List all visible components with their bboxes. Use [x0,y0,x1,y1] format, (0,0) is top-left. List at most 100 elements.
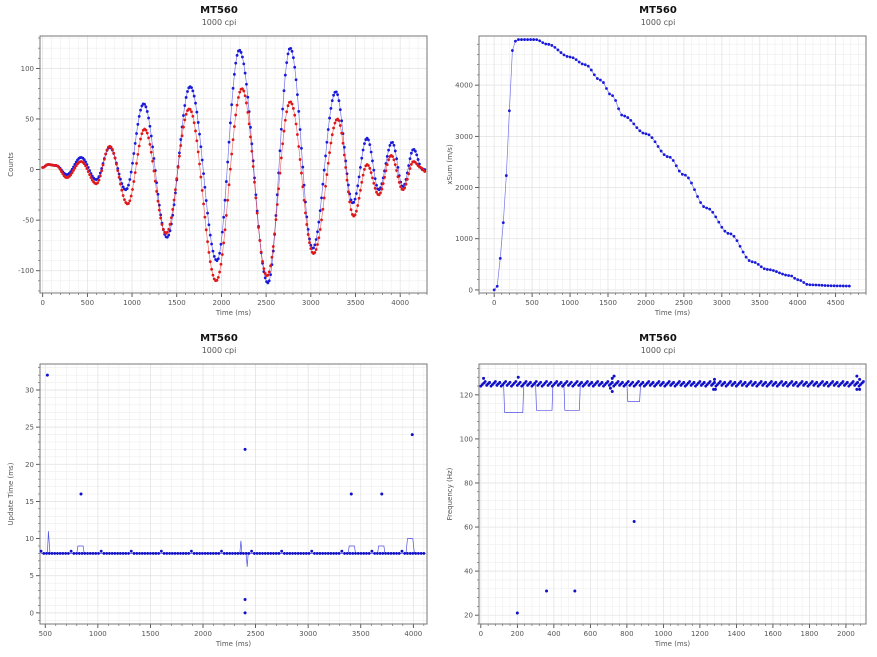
data-point-x [242,62,246,66]
data-point [378,552,382,555]
data-point [304,552,308,555]
data-point-y [253,180,256,184]
data-point [637,380,640,383]
data-point-xSum [714,215,718,219]
data-point-y [115,162,118,166]
data-point-x [212,254,216,258]
outlier-point [243,597,247,601]
data-point [72,552,76,555]
data-point [784,380,788,384]
x-tick-label: 1000 [654,630,672,638]
data-point-y [235,103,239,107]
data-point-y [379,191,382,195]
x-tick-label: 3000 [302,299,320,307]
data-point-x [367,138,370,142]
data-point [83,552,87,555]
data-point-y [238,90,242,94]
outlier-point [855,374,859,378]
data-point [146,552,150,555]
data-point [244,552,248,555]
data-point-x [286,52,290,56]
x-tick-label: 4500 [827,299,845,307]
data-point-y [423,170,427,173]
data-point-x [140,104,144,108]
data-point-x [298,128,302,131]
data-point-y [129,194,133,198]
data-point-x [148,124,152,128]
x-tick-label: 1400 [727,630,745,638]
data-point [61,552,65,555]
data-point-xSum [699,201,702,204]
data-point [555,380,559,383]
data-point [143,552,147,555]
data-point-y [321,207,325,211]
data-point-xSum [529,38,532,41]
data-point-x [182,114,185,117]
outlier-point [858,387,862,391]
data-point-y [72,168,75,172]
x-tick-label: 400 [547,630,560,638]
data-point-y [405,177,409,181]
data-point [77,552,81,555]
data-point-y [86,170,90,173]
data-point-x [227,140,231,144]
data-point [165,552,169,555]
data-point-y [190,110,193,114]
data-point-x [375,183,378,187]
data-point [508,380,512,384]
outlier-point [45,373,49,377]
data-point [678,380,681,383]
data-point-y [179,144,183,147]
data-point [261,552,264,555]
data-point [416,552,420,555]
data-point-y [200,188,204,192]
data-point-x [369,150,373,154]
data-point [154,552,158,555]
data-point-y [273,232,277,236]
data-point [340,549,344,553]
data-point-xSum [532,38,536,41]
data-point-xSum [626,116,630,119]
data-point-x [408,157,412,161]
data-point-x [373,177,377,181]
data-point-x [329,106,333,110]
data-point-y [279,156,283,160]
outlier-point [858,377,862,381]
data-point-y [267,270,271,274]
data-point-y [73,166,77,170]
data-point [351,552,355,555]
y-tick-label: 25 [25,424,34,432]
data-point [825,380,829,384]
data-point-xSum [735,239,739,243]
chart-frequency: MT560 1000 cpi 0 200 400 600 800 1000 1200 1400… [439,328,877,656]
data-point-x [232,72,236,76]
data-point-y [316,243,319,246]
data-point-x [318,209,322,213]
data-point [397,552,401,555]
data-point [105,552,109,555]
data-point-y [383,175,386,179]
data-point-xSum [756,263,760,266]
data-point-xSum [495,284,499,288]
data-point-y [399,185,403,189]
data-point [99,549,103,553]
data-point-y [188,107,192,111]
data-point-x [220,230,224,234]
x-axis-label: Time (ms) [215,640,252,648]
data-point [708,380,712,383]
data-point-y [232,125,236,128]
data-point-y [145,131,149,135]
data-point [149,552,152,555]
data-point-y [356,204,360,207]
data-point-x [267,279,271,283]
data-point-xSum [659,149,663,153]
data-point [211,552,215,555]
data-point-xSum [568,55,572,59]
data-point [280,549,284,553]
data-point-y [102,157,106,161]
data-point-y [381,182,385,186]
data-point-xSum [762,267,766,271]
data-point-xSum [547,42,551,46]
data-point-y [297,145,301,148]
outlier-point [712,377,716,381]
